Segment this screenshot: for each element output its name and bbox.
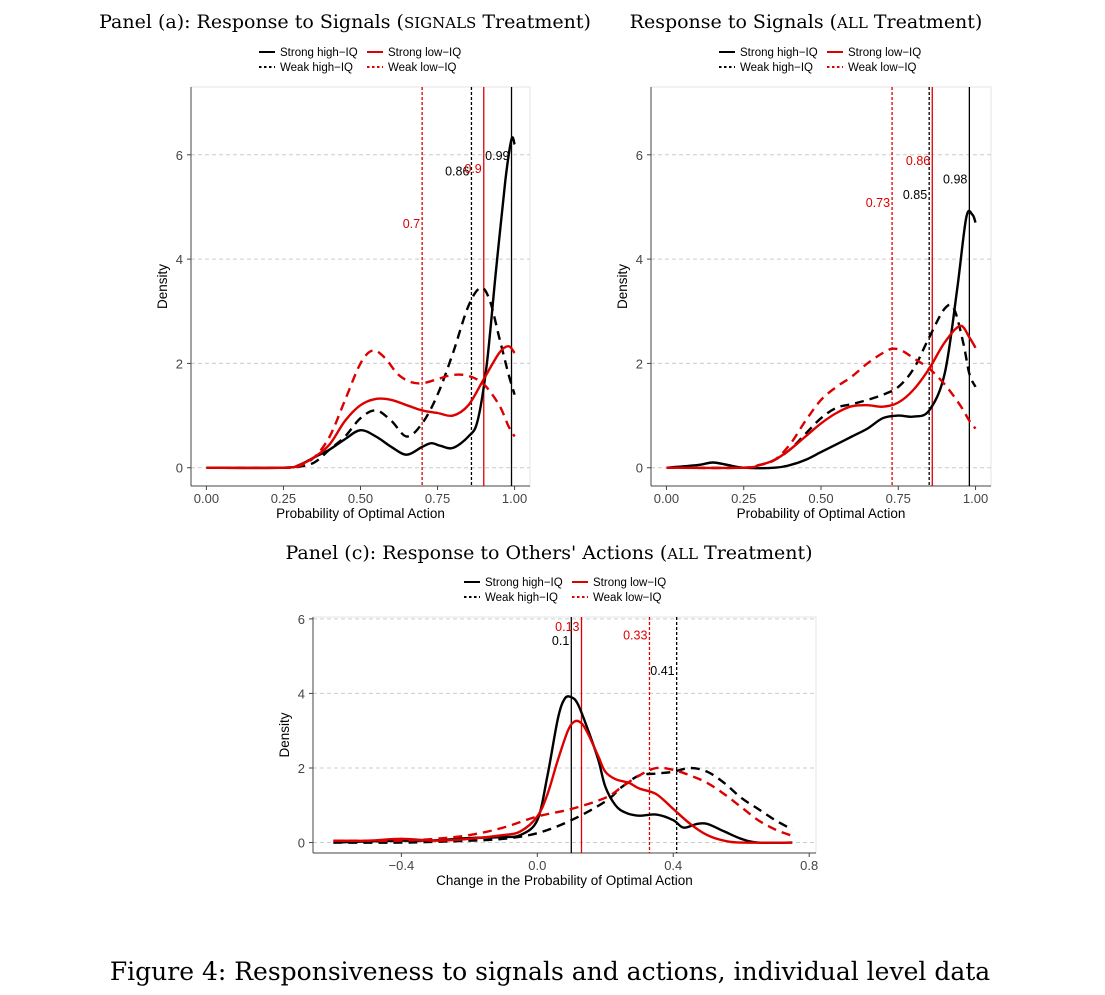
plot-area [650,86,992,487]
y-tick-label: 2 [636,356,643,371]
density-curve-weak-low [333,766,793,843]
vline-label-weak-low: 0.7 [403,217,420,231]
x-tick-label: 0.75 [886,491,911,506]
chart-panel-3: Panel (c): Response to Others' Actions (… [277,542,818,888]
vline-label-weak-high: 0.85 [903,188,927,202]
x-tick-label: 0.00 [654,491,679,506]
density-curve-strong-low [333,719,793,844]
x-tick-label: 0.4 [664,858,682,873]
legend-label: Strong high−IQ [740,47,818,59]
vline-label-weak-low: 0.73 [866,196,890,210]
legend-label: Weak high−IQ [280,62,353,74]
chart-legend: Strong high−IQ Strong low−IQ Weak high−IQ W… [464,577,666,604]
legend-label: Weak high−IQ [485,592,558,604]
legend-label: Strong low−IQ [593,577,666,589]
chart-legend: Strong high−IQ Strong low−IQ Weak high−IQ W… [719,47,921,74]
density-curve-strong-high [666,209,977,470]
y-tick-label: 0 [298,836,305,851]
y-tick-label: 0 [176,461,183,476]
x-tick-label: 0.25 [271,491,296,506]
y-tick-label: 6 [176,148,183,163]
x-axis-label: Probability of Optimal Action [737,506,906,521]
legend-label: Weak low−IQ [593,592,662,604]
density-curve-weak-low [666,347,977,470]
x-tick-label: 0.0 [528,858,546,873]
figure-caption: Figure 4: Responsiveness to signals and … [110,957,990,986]
vline-label-strong-low: 0.9 [464,162,481,176]
x-tick-label: 1.00 [963,491,988,506]
vline-label-strong-high: 0.98 [943,172,967,186]
chart-title: Panel (a): Response to Signals (SIGNALS … [99,11,591,33]
density-curve-weak-high [206,286,516,469]
legend-label: Strong low−IQ [848,47,921,59]
legend-label: Weak low−IQ [388,62,457,74]
plot-area [312,616,817,854]
chart-legend: Strong high−IQ Strong low−IQ Weak high−IQ W… [259,47,461,74]
chart-panel-2: Response to Signals (ALL Treatment) Stron… [615,11,992,521]
x-tick-label: 0.75 [425,491,450,506]
vline-label-weak-low: 0.33 [623,628,647,642]
y-tick-label: 4 [298,686,305,701]
x-axis-label: Probability of Optimal Action [276,506,445,521]
vline-label-weak-high: 0.86 [445,165,469,179]
x-tick-label: 0.00 [194,491,219,506]
chart-title: Response to Signals (ALL Treatment) [630,11,983,33]
chart-panel-1: Panel (a): Response to Signals (SIGNALS … [99,11,591,521]
vline-label-strong-high: 0.99 [485,149,509,163]
y-tick-label: 6 [636,148,643,163]
vline-label-strong-low: 0.13 [555,620,579,634]
y-tick-label: 6 [298,612,305,627]
legend-label: Weak low−IQ [848,62,917,74]
y-tick-label: 4 [176,252,183,267]
x-tick-label: 0.50 [808,491,833,506]
x-tick-label: 1.00 [502,491,527,506]
x-axis-label: Change in the Probability of Optimal Act… [436,873,693,888]
legend-label: Strong high−IQ [280,47,358,59]
vline-label-strong-high: 0.1 [552,634,569,648]
x-tick-label: 0.8 [800,858,818,873]
x-tick-label: 0.25 [731,491,756,506]
y-axis-label: Density [155,264,170,309]
y-tick-label: 4 [636,252,643,267]
y-axis-label: Density [277,712,292,757]
vline-label-strong-low: 0.86 [906,154,930,168]
y-tick-label: 0 [636,461,643,476]
legend-label: Strong high−IQ [485,577,563,589]
legend-label: Weak high−IQ [740,62,813,74]
vline-label-weak-high: 0.41 [650,664,674,678]
y-axis-label: Density [615,264,630,309]
x-tick-label: 0.50 [348,491,373,506]
x-tick-label: −0.4 [389,858,415,873]
y-tick-label: 2 [176,356,183,371]
y-tick-label: 2 [298,761,305,776]
legend-label: Strong low−IQ [388,47,461,59]
plot-area [190,86,531,487]
chart-title: Panel (c): Response to Others' Actions (… [285,542,812,564]
density-curve-weak-low [206,349,516,470]
